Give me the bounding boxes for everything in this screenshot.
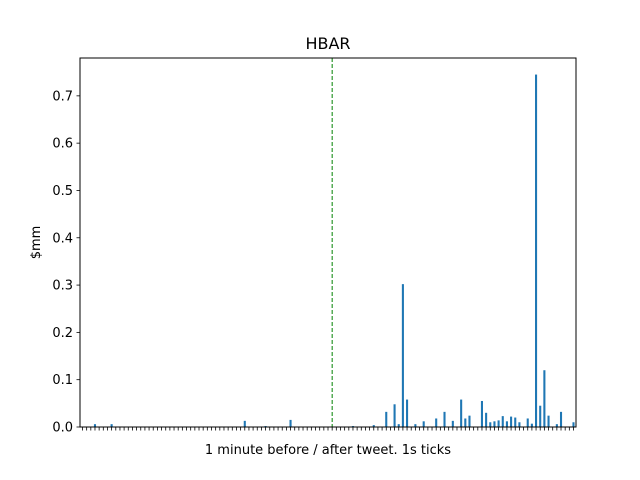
bar — [510, 416, 513, 427]
bar — [518, 422, 521, 427]
bar — [501, 416, 504, 427]
y-axis-label: $mm — [29, 226, 44, 260]
bar — [289, 419, 292, 427]
bar — [572, 422, 575, 427]
y-tick-label: 0.4 — [52, 231, 73, 246]
bar — [468, 415, 471, 427]
bar — [422, 421, 425, 427]
bar — [406, 399, 409, 427]
bar — [443, 411, 446, 427]
y-ticks-group: 0.0 0.1 0.2 0.3 0.4 0.5 0.6 0.7 — [52, 89, 80, 436]
bar — [505, 421, 508, 427]
bar — [451, 420, 454, 427]
y-tick-label: 0.7 — [52, 89, 73, 104]
bar — [547, 415, 550, 427]
bar — [414, 424, 417, 427]
bar — [555, 424, 558, 427]
bar — [110, 424, 113, 427]
bar — [372, 425, 375, 427]
bar — [497, 420, 500, 427]
plot-area — [80, 58, 576, 427]
bar — [535, 74, 538, 427]
x-ticks-group — [82, 427, 574, 431]
bar — [489, 422, 492, 427]
bar — [539, 405, 542, 427]
bar — [93, 424, 97, 427]
y-tick-label: 0.5 — [52, 184, 73, 199]
bar — [385, 411, 388, 427]
bar — [530, 423, 533, 427]
bar — [435, 418, 438, 427]
bar — [493, 421, 496, 427]
chart-title: HBAR — [305, 34, 350, 53]
y-tick-label: 0.3 — [52, 279, 73, 294]
bar — [526, 418, 529, 427]
bar — [485, 412, 488, 427]
bar — [460, 399, 463, 427]
bar — [480, 400, 483, 427]
y-tick-label: 0.6 — [52, 137, 73, 152]
bar — [559, 411, 563, 427]
bar — [514, 417, 517, 427]
bar — [464, 418, 467, 427]
bar — [397, 424, 400, 427]
bars-group — [93, 74, 575, 427]
y-tick-label: 0.0 — [52, 421, 73, 436]
bar — [401, 284, 404, 427]
y-tick-label: 0.2 — [52, 326, 73, 341]
bar — [243, 420, 246, 427]
y-tick-label: 0.1 — [52, 373, 73, 388]
bar — [393, 404, 396, 427]
plot-frame — [79, 57, 577, 428]
bar — [543, 370, 546, 427]
x-axis-label: 1 minute before / after tweet. 1s ticks — [205, 443, 451, 458]
